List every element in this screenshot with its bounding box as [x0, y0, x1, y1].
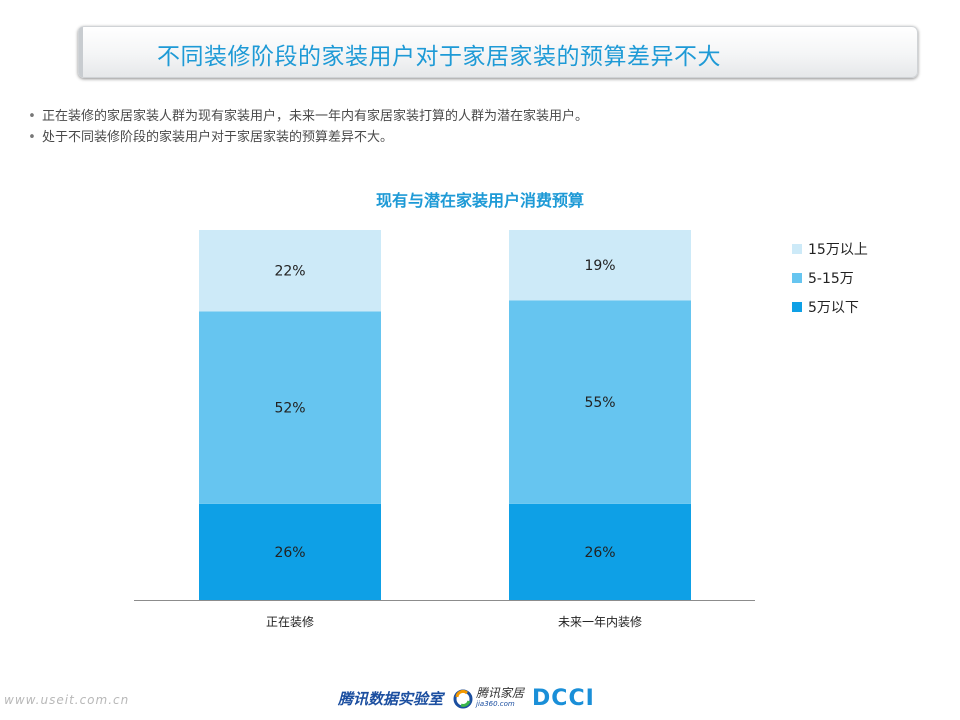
chart-title: 现有与潜在家装用户消费预算	[375, 191, 584, 210]
x-tick-label: 未来一年内装修	[558, 614, 642, 629]
page-title: 不同装修阶段的家装用户对于家居家装的预算差异不大	[157, 44, 721, 70]
legend-label: 5-15万	[808, 270, 854, 287]
tencent-home-url: jia360.com	[476, 699, 515, 708]
x-tick-label: 正在装修	[266, 614, 314, 629]
legend-label: 5万以下	[808, 299, 859, 316]
footer-logos: 腾讯数据实验室 腾讯家居 jia360.com DCCI	[338, 686, 595, 711]
chart-legend: 15万以上 5-15万 5万以下	[792, 234, 868, 321]
bar-segment	[509, 230, 691, 301]
bar-segment	[509, 300, 691, 504]
bar-segment	[199, 503, 381, 600]
tencent-home-icon	[453, 689, 473, 708]
bullet-text: 正在装修的家居家装人群为现有家装用户，未来一年内有家居家装打算的人群为潜在家装用…	[42, 109, 589, 124]
data-label: 26%	[584, 545, 615, 561]
bullet-dot-icon: •	[28, 130, 36, 145]
legend-swatch	[792, 301, 802, 312]
title-bar-accent	[79, 27, 83, 77]
bar-segment	[509, 503, 691, 600]
legend-item: 5万以下	[792, 292, 868, 321]
legend-item: 15万以上	[792, 234, 868, 263]
data-label: 55%	[584, 395, 615, 411]
bullet-dot-icon: •	[28, 109, 36, 124]
footer-site-watermark: www.useit.com.cn	[4, 693, 130, 707]
dcci-logo: DCCI	[532, 686, 595, 711]
bullet-item: • 处于不同装修阶段的家装用户对于家居家装的预算差异不大。	[22, 127, 588, 148]
legend-swatch	[792, 243, 802, 254]
legend-swatch	[792, 272, 802, 283]
title-bar: 不同装修阶段的家装用户对于家居家装的预算差异不大	[78, 26, 918, 78]
legend-item: 5-15万	[792, 263, 868, 292]
data-label: 22%	[274, 264, 305, 280]
data-label: 26%	[274, 545, 305, 561]
bullet-item: • 正在装修的家居家装人群为现有家装用户，未来一年内有家居家装打算的人群为潜在家…	[22, 106, 588, 127]
tencent-home-logo: 腾讯家居 jia360.com	[453, 685, 525, 710]
tencent-data-lab-logo: 腾讯数据实验室	[338, 690, 444, 708]
bullet-text: 处于不同装修阶段的家装用户对于家居家装的预算差异不大。	[42, 130, 394, 145]
legend-label: 15万以上	[808, 241, 868, 258]
bullet-list: • 正在装修的家居家装人群为现有家装用户，未来一年内有家居家装打算的人群为潜在家…	[22, 106, 588, 148]
tencent-home-name: 腾讯家居	[476, 685, 525, 700]
bar-segment	[199, 311, 381, 504]
data-label: 19%	[584, 258, 615, 274]
data-label: 52%	[274, 401, 305, 417]
bar-segment	[199, 230, 381, 312]
